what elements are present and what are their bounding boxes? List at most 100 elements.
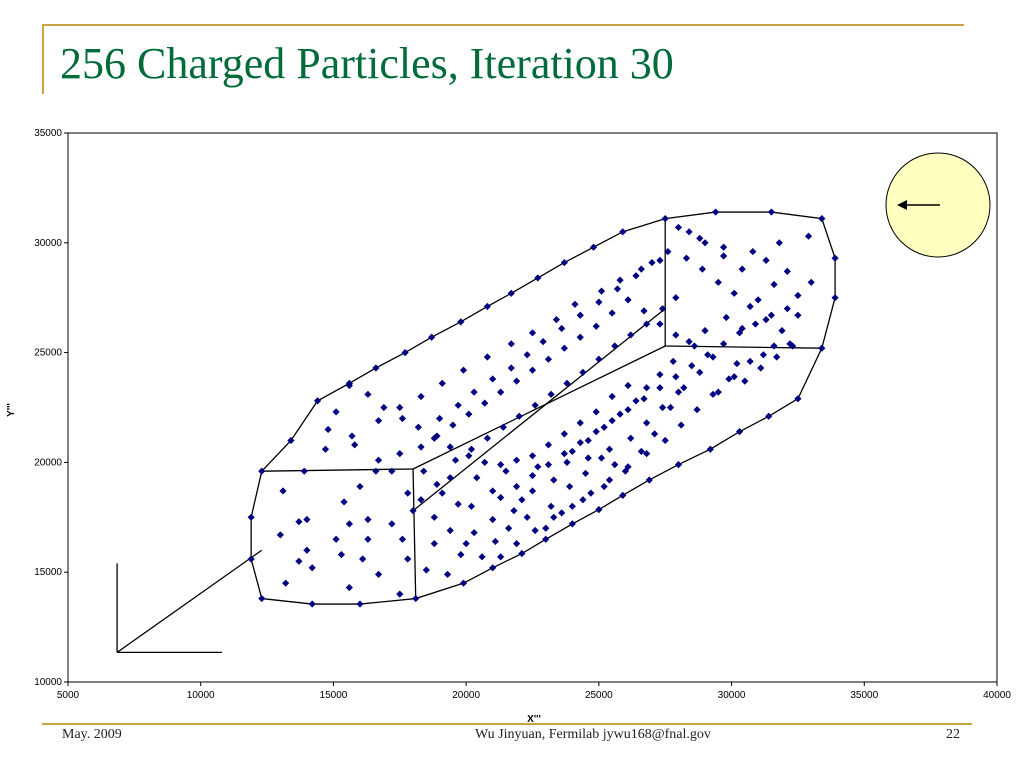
data-point — [502, 467, 510, 475]
data-point — [656, 370, 664, 379]
y-axis-label: Y''' — [6, 403, 17, 417]
data-point — [348, 432, 356, 440]
data-point — [308, 564, 316, 572]
data-point — [568, 502, 576, 510]
y-tick-label: 35000 — [34, 128, 62, 139]
data-point — [340, 498, 348, 506]
data-point — [443, 570, 452, 578]
data-point — [528, 471, 537, 480]
data-point — [417, 443, 425, 451]
data-point — [576, 333, 584, 341]
data-point — [696, 234, 704, 243]
region-divider — [261, 468, 414, 472]
data-point — [489, 515, 497, 524]
data-point — [467, 445, 476, 453]
data-point — [658, 305, 667, 313]
data-point — [563, 379, 571, 387]
data-point — [507, 289, 515, 297]
region-divider — [412, 345, 666, 470]
data-point — [624, 296, 632, 304]
data-point — [345, 381, 353, 390]
data-point — [624, 463, 632, 471]
data-point — [714, 388, 722, 396]
data-point — [563, 458, 571, 466]
data-point — [428, 333, 436, 341]
data-point — [682, 254, 691, 262]
data-point — [337, 551, 345, 559]
data-point — [465, 452, 473, 460]
data-point — [818, 344, 826, 352]
data-point — [619, 491, 627, 499]
data-point — [287, 436, 295, 445]
scatter-chart: 5000 10000 15000 20000 25000 30000 35000 40000 1… — [6, 128, 1011, 722]
data-point — [364, 515, 372, 524]
x-axis-label: X''' — [527, 714, 541, 722]
data-point — [712, 208, 720, 216]
data-point — [576, 419, 584, 427]
data-point — [733, 359, 741, 368]
data-point — [690, 342, 699, 350]
x-tick-label: 10000 — [187, 690, 215, 701]
data-point — [544, 355, 553, 363]
data-point — [611, 460, 619, 469]
data-point — [794, 395, 802, 403]
data-point — [528, 366, 537, 374]
data-point — [478, 553, 486, 561]
data-point — [518, 496, 526, 504]
data-point — [276, 531, 284, 539]
data-point — [451, 456, 460, 464]
data-point — [595, 298, 603, 306]
data-point — [534, 274, 542, 282]
region-divider — [412, 308, 666, 512]
data-point — [324, 425, 332, 434]
x-tick-label: 20000 — [452, 690, 480, 701]
data-point — [542, 524, 550, 532]
data-point — [701, 327, 709, 335]
data-point — [512, 377, 521, 385]
data-point — [398, 535, 407, 543]
data-point — [404, 555, 412, 563]
data-point — [465, 410, 473, 418]
data-point — [528, 487, 537, 495]
data-point — [534, 463, 542, 471]
data-point — [459, 579, 468, 587]
x-tick-label: 25000 — [585, 690, 613, 701]
data-point — [584, 436, 592, 445]
data-point — [616, 276, 624, 284]
data-point — [735, 329, 744, 337]
data-point — [693, 406, 701, 414]
data-point — [459, 366, 468, 374]
data-point — [611, 342, 619, 350]
data-point — [735, 428, 744, 436]
data-point — [664, 247, 672, 256]
data-point — [303, 546, 311, 554]
top-rule — [42, 24, 964, 26]
x-tick-label: 5000 — [57, 690, 80, 701]
data-point — [778, 327, 786, 335]
data-point — [404, 489, 412, 497]
data-point — [550, 513, 558, 521]
footer-date: May. 2009 — [62, 727, 122, 742]
data-point — [579, 496, 587, 504]
data-point — [558, 509, 566, 517]
data-point — [372, 467, 380, 475]
data-point — [558, 324, 566, 333]
data-point — [473, 474, 481, 482]
data-point — [550, 476, 558, 484]
data-point — [542, 535, 550, 543]
data-point — [438, 379, 446, 387]
data-point — [454, 401, 462, 409]
data-point — [401, 349, 409, 357]
data-point — [632, 272, 640, 280]
data-point — [789, 342, 797, 350]
data-point — [497, 388, 505, 396]
data-point — [560, 450, 568, 458]
data-point — [643, 450, 651, 458]
data-point — [247, 555, 255, 563]
data-point — [584, 454, 592, 462]
arrow-head-icon — [897, 200, 907, 210]
data-point — [674, 388, 683, 396]
data-point — [356, 600, 364, 608]
data-point — [531, 526, 539, 535]
data-point — [457, 318, 465, 326]
